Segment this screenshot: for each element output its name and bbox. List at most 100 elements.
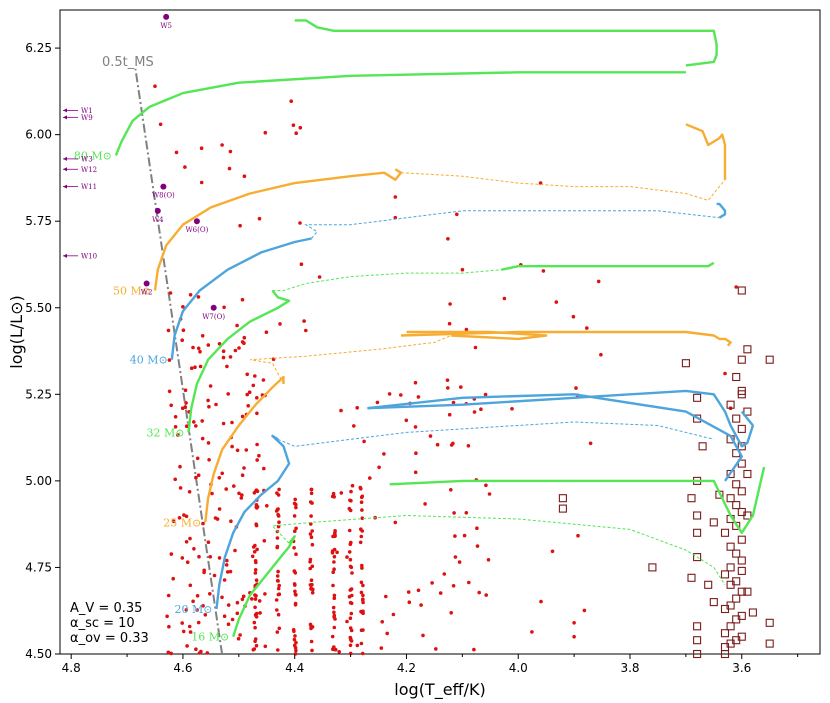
- red-point: [275, 578, 280, 583]
- red-point: [291, 123, 296, 127]
- red-point: [377, 465, 381, 470]
- red-point: [349, 565, 354, 570]
- red-point: [257, 453, 261, 458]
- red-point: [348, 651, 353, 656]
- red-point: [235, 323, 239, 328]
- red-point: [262, 466, 266, 471]
- red-points-layer: [153, 84, 738, 656]
- red-point: [195, 456, 200, 461]
- track-line: [685, 123, 727, 180]
- y-tick-label: 5.50: [25, 301, 52, 315]
- track-line: [367, 393, 743, 482]
- square-marker: [693, 393, 702, 402]
- red-point: [252, 647, 257, 651]
- red-point: [294, 648, 298, 653]
- red-point: [360, 563, 364, 568]
- red-point: [331, 583, 335, 588]
- red-point: [298, 221, 302, 225]
- red-point: [246, 404, 250, 408]
- y-tick-label: 5.75: [25, 214, 52, 228]
- param-av: A_V = 0.35: [70, 601, 142, 616]
- square-marker: [558, 494, 567, 503]
- square-marker: [743, 345, 752, 354]
- track-line: [389, 466, 766, 534]
- red-point: [538, 181, 543, 185]
- square-marker: [743, 511, 752, 520]
- red-point: [225, 558, 229, 563]
- red-point: [358, 540, 363, 545]
- red-point: [245, 392, 249, 397]
- red-point: [200, 334, 205, 338]
- red-point: [359, 534, 364, 539]
- red-point: [308, 532, 313, 536]
- y-tick-label: 6.00: [25, 128, 52, 142]
- red-point: [348, 557, 353, 562]
- red-point: [230, 444, 234, 449]
- red-point: [276, 569, 280, 574]
- red-point: [541, 269, 546, 273]
- red-point: [339, 491, 344, 495]
- red-point: [472, 410, 477, 414]
- red-point: [473, 345, 478, 350]
- red-point: [309, 586, 314, 591]
- red-point: [244, 448, 249, 452]
- red-point: [464, 327, 469, 332]
- red-point: [335, 550, 339, 555]
- track-32msun: 32 M⊙: [147, 261, 715, 439]
- square-marker: [693, 622, 702, 631]
- x-tick-label: 4.4: [285, 661, 304, 675]
- red-point: [165, 614, 169, 619]
- red-point: [235, 600, 240, 605]
- red-point: [167, 358, 172, 362]
- red-point: [430, 581, 434, 585]
- square-marker: [720, 570, 730, 579]
- tracks-layer: 80 M⊙ 50 M⊙ 40 M⊙ 32 M⊙ 25 M⊙ 20 M⊙ 16 M⊙: [74, 19, 766, 644]
- red-point: [399, 393, 403, 397]
- red-point: [233, 348, 238, 353]
- red-point: [596, 279, 601, 284]
- red-point: [332, 567, 336, 571]
- x-tick-label: 4.2: [397, 661, 416, 675]
- red-point: [348, 643, 353, 648]
- track-line: [406, 330, 548, 341]
- red-point: [215, 517, 220, 521]
- red-point: [226, 603, 231, 607]
- track-dashed: [272, 269, 502, 291]
- red-point: [255, 442, 259, 447]
- red-point: [309, 491, 314, 496]
- red-point: [302, 319, 306, 323]
- red-point: [236, 636, 241, 641]
- red-point: [348, 498, 352, 503]
- red-point: [263, 130, 268, 135]
- track-label: 25 M⊙: [163, 516, 201, 529]
- red-point: [169, 403, 173, 408]
- wr-label: W4: [152, 216, 164, 224]
- red-point: [289, 99, 294, 103]
- red-point: [453, 534, 457, 538]
- red-point: [348, 588, 353, 592]
- red-point: [348, 616, 353, 620]
- square-marker: [648, 563, 657, 572]
- square-marker: [737, 632, 746, 641]
- red-point: [220, 471, 224, 476]
- red-point: [317, 275, 322, 279]
- red-point: [176, 433, 180, 437]
- square-marker: [709, 518, 718, 527]
- red-point: [251, 545, 256, 549]
- zams-annotation: 0.5t_MS: [102, 55, 154, 70]
- red-point: [196, 620, 201, 625]
- red-point: [173, 415, 178, 419]
- red-point: [206, 540, 211, 544]
- red-point: [292, 643, 297, 648]
- red-point: [252, 550, 257, 554]
- red-point: [228, 569, 233, 574]
- red-point: [585, 326, 589, 330]
- red-point: [460, 267, 465, 272]
- red-point: [196, 346, 201, 351]
- red-point: [352, 424, 356, 428]
- square-marker: [687, 494, 696, 503]
- red-point: [292, 569, 297, 573]
- red-point: [331, 570, 336, 574]
- red-point: [379, 646, 384, 650]
